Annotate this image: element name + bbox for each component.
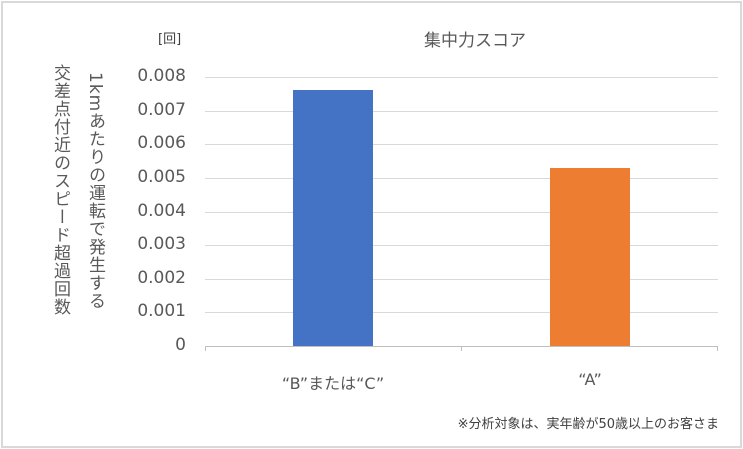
y-tick-label: 0.002 xyxy=(137,267,186,288)
y-axis-label-line1: 交差点付近のスピード超過回数 xyxy=(50,64,70,316)
gridline xyxy=(205,144,718,145)
y-tick-label: 0.006 xyxy=(137,133,186,154)
y-tick-label: 0.008 xyxy=(137,66,186,86)
gridline xyxy=(205,178,718,179)
y-tick-label: 0.003 xyxy=(137,234,186,255)
y-axis-label-line2: 1kmあたりの運転で発生する xyxy=(85,72,105,311)
footnote: ※分析対象は、実年齢が50歳以上のお客さま xyxy=(457,417,719,432)
y-tick-label: 0.001 xyxy=(137,301,186,322)
y-tick-label: 0.007 xyxy=(137,99,186,120)
gridline xyxy=(205,312,718,313)
bar xyxy=(293,90,373,346)
chart-title: 集中力スコア xyxy=(424,31,526,51)
bar xyxy=(550,167,630,346)
x-axis-tick xyxy=(717,346,718,351)
y-tick-label: 0.004 xyxy=(137,200,186,221)
y-tick-label: 0 xyxy=(175,335,186,355)
gridline xyxy=(205,245,718,246)
x-category-label: “A” xyxy=(578,370,602,389)
x-axis-tick xyxy=(461,346,462,351)
x-axis-tick xyxy=(205,346,206,351)
gridline xyxy=(205,279,718,280)
y-tick-label: 0.005 xyxy=(137,166,186,187)
y-axis-unit: [回] xyxy=(158,32,182,47)
x-category-label: “B”または“C” xyxy=(281,374,385,393)
gridline xyxy=(205,111,718,112)
gridline xyxy=(205,212,718,213)
gridline xyxy=(205,77,718,78)
